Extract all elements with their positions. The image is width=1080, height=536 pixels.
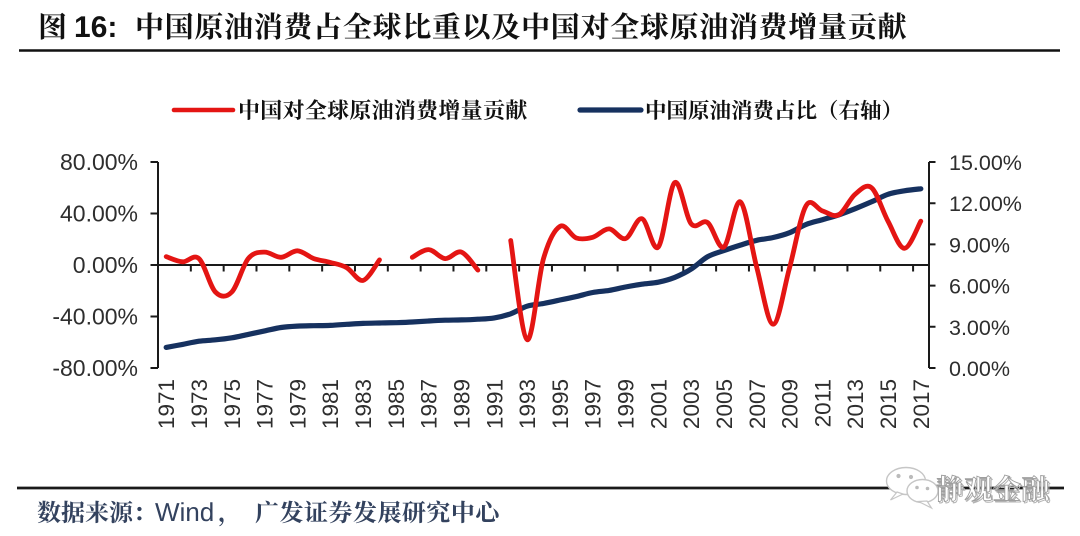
svg-text:1971: 1971 <box>154 379 179 429</box>
svg-text:1975: 1975 <box>220 379 245 429</box>
svg-text:2009: 2009 <box>778 379 803 429</box>
svg-text:40.00%: 40.00% <box>60 201 138 227</box>
svg-text:9.00%: 9.00% <box>949 233 1010 257</box>
svg-text:2003: 2003 <box>679 379 704 429</box>
svg-text:2017: 2017 <box>909 379 934 429</box>
svg-text:12.00%: 12.00% <box>949 192 1022 216</box>
svg-text:1997: 1997 <box>581 379 606 429</box>
svg-text:2011: 2011 <box>810 379 835 427</box>
svg-text:1991: 1991 <box>482 379 507 429</box>
svg-text:3.00%: 3.00% <box>949 316 1010 340</box>
svg-text:-40.00%: -40.00% <box>52 304 138 330</box>
svg-text:1983: 1983 <box>351 379 376 429</box>
svg-text:2007: 2007 <box>745 379 770 429</box>
svg-text:1989: 1989 <box>450 379 475 429</box>
svg-text:80.00%: 80.00% <box>60 149 138 175</box>
svg-text:0.00%: 0.00% <box>949 357 1010 381</box>
svg-text:1979: 1979 <box>285 379 310 429</box>
svg-text:1987: 1987 <box>417 379 442 429</box>
svg-text:1977: 1977 <box>253 379 278 429</box>
svg-text:2001: 2001 <box>646 379 671 429</box>
svg-text:1981: 1981 <box>318 379 343 429</box>
svg-text:6.00%: 6.00% <box>949 275 1010 299</box>
svg-text:1973: 1973 <box>187 379 212 429</box>
svg-text:2005: 2005 <box>712 379 737 429</box>
svg-text:-80.00%: -80.00% <box>52 355 138 381</box>
svg-text:1993: 1993 <box>515 379 540 429</box>
svg-text:2013: 2013 <box>843 379 868 429</box>
svg-text:0.00%: 0.00% <box>73 252 138 278</box>
svg-text:1999: 1999 <box>614 379 639 429</box>
svg-text:1995: 1995 <box>548 379 573 429</box>
svg-text:15.00%: 15.00% <box>949 151 1022 175</box>
svg-text:2015: 2015 <box>876 379 901 429</box>
svg-text:1985: 1985 <box>384 379 409 429</box>
